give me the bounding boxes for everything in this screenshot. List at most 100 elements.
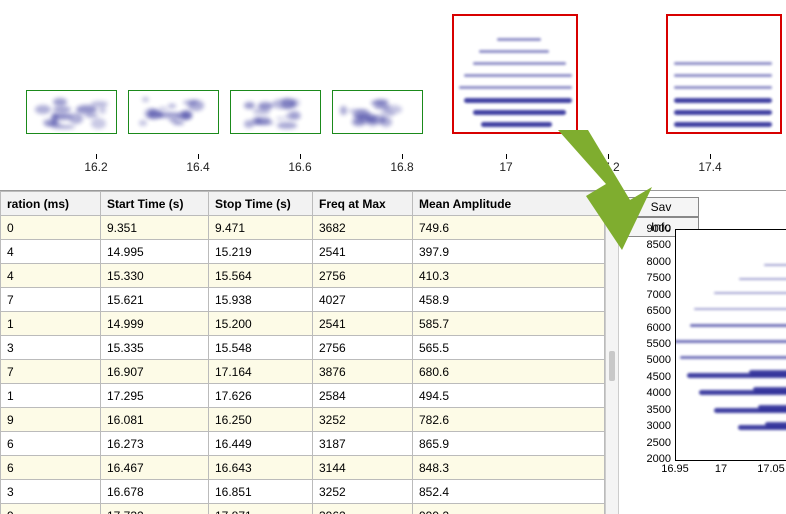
call-thumb-noise[interactable] <box>332 90 423 134</box>
call-thumb-selected[interactable] <box>452 14 578 134</box>
cell-amp: 410.3 <box>413 264 605 288</box>
cell-amp: 494.5 <box>413 384 605 408</box>
cell-start: 14.995 <box>101 240 209 264</box>
cell-start: 16.467 <box>101 456 209 480</box>
cell-stop: 15.200 <box>209 312 313 336</box>
cell-freq: 3962 <box>313 504 413 514</box>
cell-freq: 3187 <box>313 432 413 456</box>
cell-freq: 2756 <box>313 264 413 288</box>
detail-ytick: 9000 <box>629 223 671 235</box>
cell-amp: 999.2 <box>413 504 605 514</box>
detail-xtick: 16.95 <box>661 463 689 475</box>
table-row[interactable]: 117.29517.6262584494.5 <box>1 384 605 408</box>
detail-xtick: 17 <box>715 463 727 475</box>
cell-start: 16.678 <box>101 480 209 504</box>
cell-dur: 0 <box>1 216 101 240</box>
detail-ytick: 5000 <box>629 354 671 366</box>
call-thumb-noise[interactable] <box>26 90 117 134</box>
cell-amp: 782.6 <box>413 408 605 432</box>
table-header-row: ration (ms)Start Time (s)Stop Time (s)Fr… <box>1 192 605 216</box>
cell-dur: 7 <box>1 288 101 312</box>
detail-ytick: 3500 <box>629 404 671 416</box>
cell-stop: 15.219 <box>209 240 313 264</box>
detail-ytick: 8500 <box>629 239 671 251</box>
call-thumb-noise[interactable] <box>128 90 219 134</box>
cell-start: 14.999 <box>101 312 209 336</box>
detail-panel: Sav Info 9000850080007500700065006000550… <box>619 191 786 514</box>
detail-ytick: 7000 <box>629 289 671 301</box>
timeline-axis: 16.216.416.616.81717.217.4 <box>0 160 786 188</box>
cell-dur: 1 <box>1 384 101 408</box>
cell-stop: 15.564 <box>209 264 313 288</box>
timeline-tick: 16.8 <box>382 160 422 174</box>
cell-stop: 16.250 <box>209 408 313 432</box>
cell-dur: 4 <box>1 264 101 288</box>
cell-start: 15.335 <box>101 336 209 360</box>
cell-freq: 2541 <box>313 312 413 336</box>
col-start[interactable]: Start Time (s) <box>101 192 209 216</box>
col-dur[interactable]: ration (ms) <box>1 192 101 216</box>
col-freq[interactable]: Freq at Max <box>313 192 413 216</box>
cell-amp: 749.6 <box>413 216 605 240</box>
detail-y-axis: 9000850080007500700065006000550050004500… <box>629 229 673 459</box>
cell-amp: 565.5 <box>413 336 605 360</box>
table-row[interactable]: 09.3519.4713682749.6 <box>1 216 605 240</box>
cell-amp: 680.6 <box>413 360 605 384</box>
spectrogram-timeline: 16.216.416.616.81717.217.4 <box>0 0 786 191</box>
cell-dur: 3 <box>1 480 101 504</box>
cell-dur: 6 <box>1 456 101 480</box>
table-row[interactable]: 716.90717.1643876680.6 <box>1 360 605 384</box>
cell-freq: 3682 <box>313 216 413 240</box>
table-row[interactable]: 715.62115.9384027458.9 <box>1 288 605 312</box>
thumbnail-row <box>0 0 786 160</box>
table-row[interactable]: 316.67816.8513252852.4 <box>1 480 605 504</box>
detail-x-axis: 16.951717.0517.117.15 <box>675 463 786 481</box>
cell-dur: 1 <box>1 312 101 336</box>
data-table: ration (ms)Start Time (s)Stop Time (s)Fr… <box>0 191 605 514</box>
table-row[interactable]: 114.99915.2002541585.7 <box>1 312 605 336</box>
cell-dur: 3 <box>1 336 101 360</box>
detail-toolbar: Sav Info <box>623 197 782 223</box>
cell-dur: 9 <box>1 408 101 432</box>
cell-amp: 865.9 <box>413 432 605 456</box>
detail-ytick: 4000 <box>629 387 671 399</box>
cell-stop: 9.471 <box>209 216 313 240</box>
splitter-grip[interactable] <box>609 351 615 381</box>
cell-stop: 17.626 <box>209 384 313 408</box>
cell-start: 17.295 <box>101 384 209 408</box>
save-button[interactable]: Sav <box>623 197 699 217</box>
call-thumb-selected[interactable] <box>666 14 782 134</box>
cell-amp: 458.9 <box>413 288 605 312</box>
cell-stop: 15.548 <box>209 336 313 360</box>
table-row[interactable]: 616.27316.4493187865.9 <box>1 432 605 456</box>
table-row[interactable]: 616.46716.6433144848.3 <box>1 456 605 480</box>
cell-dur: 9 <box>1 504 101 514</box>
cell-stop: 17.871 <box>209 504 313 514</box>
detail-spectrogram <box>675 229 786 461</box>
call-thumb-noise[interactable] <box>230 90 321 134</box>
cell-start: 9.351 <box>101 216 209 240</box>
detail-ytick: 8000 <box>629 256 671 268</box>
cell-freq: 3876 <box>313 360 413 384</box>
table-row[interactable]: 916.08116.2503252782.6 <box>1 408 605 432</box>
cell-freq: 2541 <box>313 240 413 264</box>
detail-xtick: 17.05 <box>757 463 785 475</box>
table-row[interactable]: 315.33515.5482756565.5 <box>1 336 605 360</box>
timeline-tick: 17 <box>486 160 526 174</box>
table-row[interactable]: 414.99515.2192541397.9 <box>1 240 605 264</box>
detail-ytick: 6000 <box>629 322 671 334</box>
cell-dur: 4 <box>1 240 101 264</box>
col-stop[interactable]: Stop Time (s) <box>209 192 313 216</box>
cell-freq: 2756 <box>313 336 413 360</box>
col-amp[interactable]: Mean Amplitude <box>413 192 605 216</box>
table-row[interactable]: 917.73217.8713962999.2 <box>1 504 605 514</box>
cell-start: 15.621 <box>101 288 209 312</box>
cell-amp: 397.9 <box>413 240 605 264</box>
cell-freq: 3252 <box>313 408 413 432</box>
cell-stop: 16.643 <box>209 456 313 480</box>
splitter[interactable] <box>605 191 619 514</box>
cell-freq: 3144 <box>313 456 413 480</box>
detail-ytick: 3000 <box>629 420 671 432</box>
table-row[interactable]: 415.33015.5642756410.3 <box>1 264 605 288</box>
cell-start: 17.732 <box>101 504 209 514</box>
